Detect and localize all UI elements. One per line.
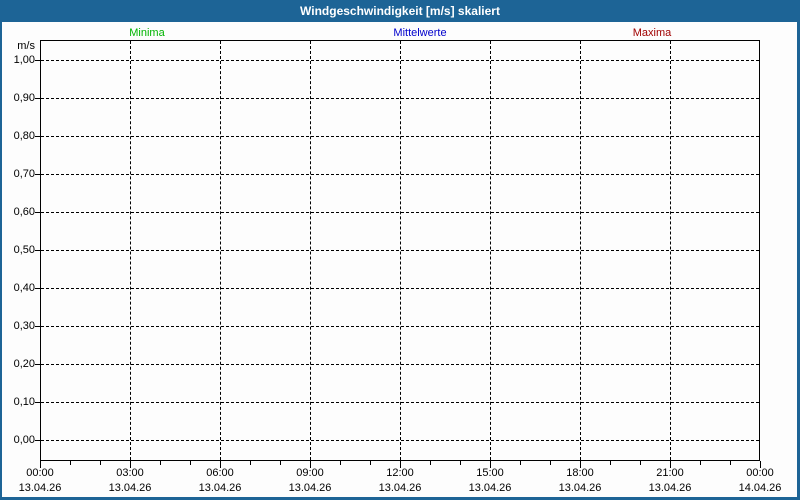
y-tick-mark xyxy=(35,364,40,365)
y-tick-mark xyxy=(35,288,40,289)
x-gridline xyxy=(310,41,311,460)
x-tick-mark-major xyxy=(400,461,401,468)
x-gridline xyxy=(580,41,581,460)
x-tick-mark-major xyxy=(670,461,671,468)
x-tick-time: 00:00 xyxy=(26,467,54,479)
x-tick-mark-minor xyxy=(340,461,341,465)
x-tick-date: 13.04.26 xyxy=(468,482,512,494)
x-gridline xyxy=(490,41,491,460)
x-tick-mark-minor xyxy=(610,461,611,465)
x-tick-date: 13.04.26 xyxy=(378,482,422,494)
x-tick-time: 09:00 xyxy=(296,467,324,479)
y-tick-label: 1,00 xyxy=(13,54,35,66)
x-tick-time: 00:00 xyxy=(746,467,774,479)
x-tick-mark-major xyxy=(760,461,761,468)
x-tick-time: 15:00 xyxy=(476,467,504,479)
y-tick-label: 0,80 xyxy=(13,130,35,142)
legend-minima: Minima xyxy=(129,27,165,39)
y-tick-label: 0,10 xyxy=(13,396,35,408)
y-tick-label: 0,00 xyxy=(13,434,35,446)
x-tick-mark-minor xyxy=(160,461,161,465)
x-tick-mark-minor xyxy=(730,461,731,465)
y-tick-mark xyxy=(35,60,40,61)
x-tick-date: 13.04.26 xyxy=(558,482,602,494)
x-tick-mark-major xyxy=(490,461,491,468)
y-axis-unit: m/s xyxy=(17,40,35,52)
legend-mittelwerte: Mittelwerte xyxy=(393,27,447,39)
x-tick-mark-minor xyxy=(70,461,71,465)
x-tick-date: 14.04.26 xyxy=(738,482,782,494)
x-tick-time: 21:00 xyxy=(656,467,684,479)
y-tick-mark xyxy=(35,402,40,403)
y-tick-mark xyxy=(35,212,40,213)
x-tick-mark-major xyxy=(220,461,221,468)
x-tick-mark-minor xyxy=(460,461,461,465)
y-tick-label: 0,60 xyxy=(13,206,35,218)
y-tick-label: 0,20 xyxy=(13,358,35,370)
x-tick-date: 13.04.26 xyxy=(18,482,62,494)
y-tick-mark xyxy=(35,326,40,327)
chart-title: Windgeschwindigkeit [m/s] skaliert xyxy=(300,4,500,18)
y-tick-mark xyxy=(35,250,40,251)
x-tick-date: 13.04.26 xyxy=(288,482,332,494)
y-tick-label: 0,70 xyxy=(13,168,35,180)
x-tick-time: 03:00 xyxy=(116,467,144,479)
legend-maxima: Maxima xyxy=(632,27,672,39)
x-tick-date: 13.04.26 xyxy=(108,482,152,494)
x-tick-mark-minor xyxy=(430,461,431,465)
y-tick-mark xyxy=(35,440,40,441)
x-tick-mark-minor xyxy=(190,461,191,465)
x-tick-mark-minor xyxy=(640,461,641,465)
title-bar: Windgeschwindigkeit [m/s] skaliert xyxy=(2,2,797,22)
y-tick-label: 0,90 xyxy=(13,92,35,104)
x-tick-date: 13.04.26 xyxy=(198,482,242,494)
x-tick-mark-minor xyxy=(370,461,371,465)
plot-area xyxy=(40,40,760,461)
y-tick-mark xyxy=(35,136,40,137)
x-tick-mark-major xyxy=(580,461,581,468)
x-gridline xyxy=(670,41,671,460)
x-tick-mark-minor xyxy=(550,461,551,465)
x-tick-time: 18:00 xyxy=(566,467,594,479)
x-gridline xyxy=(220,41,221,460)
x-gridline xyxy=(400,41,401,460)
x-tick-time: 06:00 xyxy=(206,467,234,479)
x-tick-time: 12:00 xyxy=(386,467,414,479)
x-tick-mark-major xyxy=(40,461,41,468)
x-gridline xyxy=(130,41,131,460)
x-tick-mark-minor xyxy=(250,461,251,465)
x-tick-date: 13.04.26 xyxy=(648,482,692,494)
y-tick-label: 0,50 xyxy=(13,244,35,256)
y-tick-label: 0,40 xyxy=(13,282,35,294)
x-tick-mark-minor xyxy=(280,461,281,465)
x-tick-mark-minor xyxy=(520,461,521,465)
x-tick-mark-minor xyxy=(100,461,101,465)
y-tick-mark xyxy=(35,98,40,99)
x-tick-mark-major xyxy=(310,461,311,468)
y-tick-label: 0,30 xyxy=(13,320,35,332)
y-tick-mark xyxy=(35,174,40,175)
x-tick-mark-major xyxy=(130,461,131,468)
x-tick-mark-minor xyxy=(700,461,701,465)
